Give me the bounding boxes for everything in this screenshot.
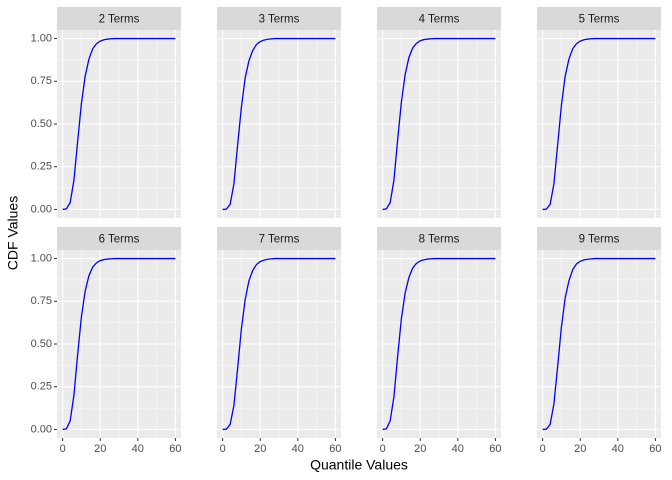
y-tick-label: 0.00 xyxy=(31,203,52,215)
y-tick-label: 0.25 xyxy=(31,161,52,173)
cdf-line xyxy=(382,257,496,431)
x-tick-label: 0 xyxy=(220,443,226,455)
x-tick-label: 40 xyxy=(612,443,624,455)
y-tick-label: 0.50 xyxy=(31,338,52,350)
x-tick-label: 20 xyxy=(414,443,426,455)
panel-title: 5 Terms xyxy=(579,14,620,26)
y-tick-label: 0.00 xyxy=(31,423,52,435)
panel-title: 6 Terms xyxy=(99,234,140,246)
x-tick-label: 60 xyxy=(649,443,661,455)
x-tick-label: 60 xyxy=(489,443,501,455)
x-tick-label: 0 xyxy=(60,443,66,455)
cdf-line xyxy=(382,37,496,211)
x-tick-label: 20 xyxy=(254,443,266,455)
y-tick-label: 0.75 xyxy=(31,75,52,87)
cdf-line xyxy=(222,37,336,211)
panel-title: 9 Terms xyxy=(579,234,620,246)
x-axis-label: Quantile Values xyxy=(310,457,408,473)
x-tick-label: 60 xyxy=(329,443,341,455)
strip xyxy=(217,227,341,250)
strip xyxy=(57,227,181,250)
panel-title: 8 Terms xyxy=(419,234,460,246)
x-tick-label: 20 xyxy=(574,443,586,455)
cdf-line xyxy=(62,37,176,211)
x-tick-label: 60 xyxy=(169,443,181,455)
x-tick-label: 40 xyxy=(132,443,144,455)
strip xyxy=(377,227,501,250)
x-tick-label: 0 xyxy=(380,443,386,455)
strip xyxy=(377,7,501,30)
y-tick-label: 0.25 xyxy=(31,381,52,393)
cdf-line xyxy=(542,257,656,431)
y-tick-label: 1.00 xyxy=(31,32,52,44)
y-axis-label: CDF Values xyxy=(5,196,21,270)
y-tick-label: 0.75 xyxy=(31,295,52,307)
strip xyxy=(537,227,661,250)
y-tick-label: 0.50 xyxy=(31,118,52,130)
panel-title: 2 Terms xyxy=(99,14,140,26)
x-tick-label: 0 xyxy=(540,443,546,455)
cdf-line xyxy=(542,37,656,211)
strip xyxy=(217,7,341,30)
panel-title: 3 Terms xyxy=(259,14,300,26)
cdf-line xyxy=(62,257,176,431)
x-tick-label: 40 xyxy=(452,443,464,455)
x-tick-label: 20 xyxy=(94,443,106,455)
panel-title: 7 Terms xyxy=(259,234,300,246)
y-tick-label: 1.00 xyxy=(31,252,52,264)
cdf-line xyxy=(222,257,336,431)
strip xyxy=(537,7,661,30)
panel-title: 4 Terms xyxy=(419,14,460,26)
strip xyxy=(57,7,181,30)
x-tick-label: 40 xyxy=(292,443,304,455)
